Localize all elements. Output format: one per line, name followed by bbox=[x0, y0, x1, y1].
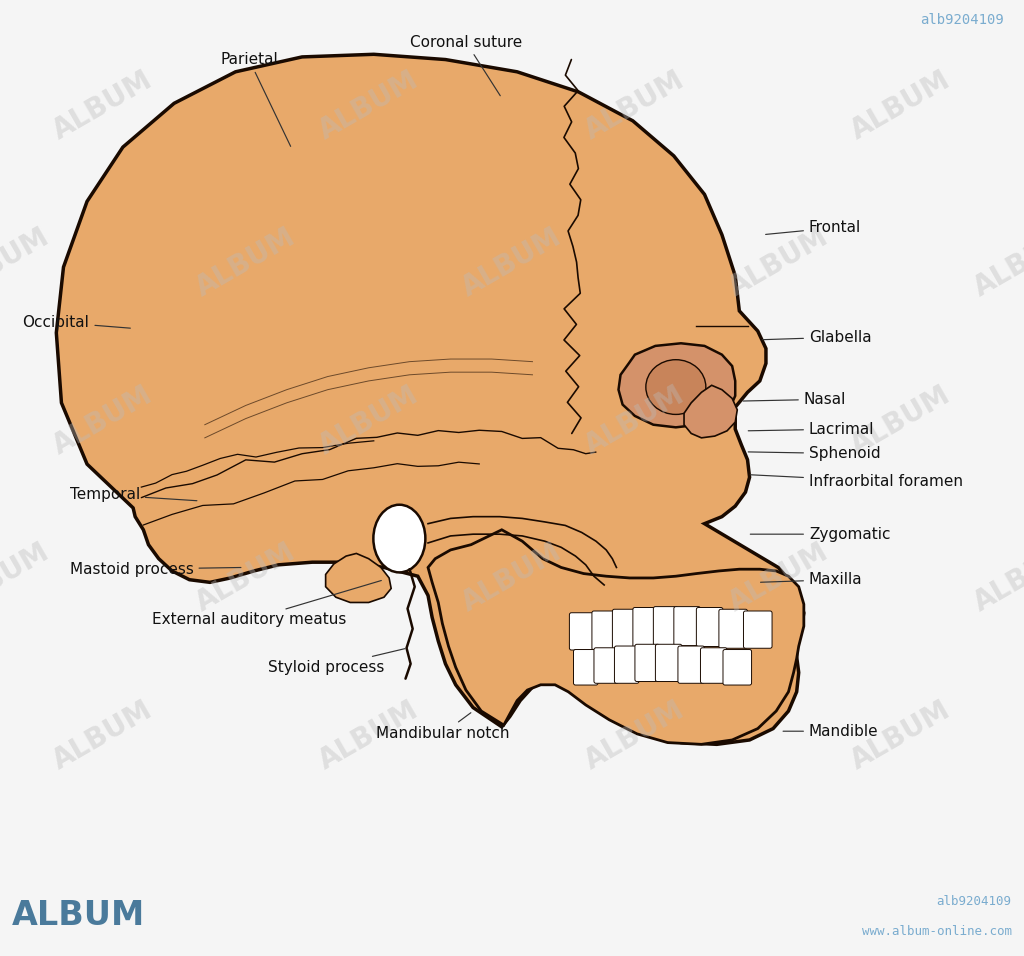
Text: ALBUM: ALBUM bbox=[457, 538, 567, 618]
Text: ALBUM: ALBUM bbox=[580, 65, 690, 144]
Text: Occipital: Occipital bbox=[23, 315, 130, 330]
Text: ALBUM: ALBUM bbox=[457, 223, 567, 302]
Text: ALBUM: ALBUM bbox=[0, 223, 55, 302]
FancyBboxPatch shape bbox=[633, 607, 657, 648]
Text: ALBUM: ALBUM bbox=[190, 223, 301, 302]
Text: Mandible: Mandible bbox=[783, 724, 879, 739]
Text: External auditory meatus: External auditory meatus bbox=[152, 580, 381, 627]
Text: ALBUM: ALBUM bbox=[846, 380, 956, 460]
Text: ALBUM: ALBUM bbox=[12, 900, 145, 932]
Text: Temporal: Temporal bbox=[70, 488, 197, 502]
FancyBboxPatch shape bbox=[743, 611, 772, 648]
Text: Parietal: Parietal bbox=[220, 52, 291, 146]
Polygon shape bbox=[56, 54, 804, 745]
Text: www.album-online.com: www.album-online.com bbox=[862, 925, 1012, 939]
Ellipse shape bbox=[646, 359, 706, 414]
Text: Mandibular notch: Mandibular notch bbox=[376, 713, 509, 741]
FancyBboxPatch shape bbox=[674, 607, 700, 645]
Text: Mastoid process: Mastoid process bbox=[70, 562, 241, 576]
FancyBboxPatch shape bbox=[723, 649, 752, 685]
FancyBboxPatch shape bbox=[700, 648, 727, 684]
Text: ALBUM: ALBUM bbox=[190, 538, 301, 618]
Text: ALBUM: ALBUM bbox=[723, 223, 834, 302]
FancyBboxPatch shape bbox=[655, 644, 682, 682]
FancyBboxPatch shape bbox=[569, 613, 596, 650]
Text: ALBUM: ALBUM bbox=[723, 538, 834, 618]
FancyBboxPatch shape bbox=[719, 609, 748, 648]
Text: ALBUM: ALBUM bbox=[846, 696, 956, 775]
FancyBboxPatch shape bbox=[696, 607, 723, 646]
Text: Lacrimal: Lacrimal bbox=[749, 422, 874, 437]
Text: alb9204109: alb9204109 bbox=[920, 13, 1004, 27]
Polygon shape bbox=[618, 343, 735, 427]
Text: ALBUM: ALBUM bbox=[313, 380, 424, 460]
Polygon shape bbox=[326, 554, 391, 602]
Polygon shape bbox=[684, 385, 737, 438]
FancyBboxPatch shape bbox=[592, 611, 616, 650]
Text: ALBUM: ALBUM bbox=[580, 696, 690, 775]
Text: ALBUM: ALBUM bbox=[846, 65, 956, 144]
FancyBboxPatch shape bbox=[614, 646, 639, 684]
Text: Glabella: Glabella bbox=[763, 330, 871, 345]
Text: ALBUM: ALBUM bbox=[969, 538, 1024, 618]
Text: Styloid process: Styloid process bbox=[268, 649, 404, 675]
Text: ALBUM: ALBUM bbox=[313, 65, 424, 144]
Text: Maxilla: Maxilla bbox=[761, 573, 862, 587]
Text: ALBUM: ALBUM bbox=[313, 696, 424, 775]
Polygon shape bbox=[428, 530, 804, 745]
Text: ALBUM: ALBUM bbox=[969, 223, 1024, 302]
Text: Frontal: Frontal bbox=[766, 220, 861, 235]
Text: Coronal suture: Coronal suture bbox=[410, 34, 522, 96]
FancyBboxPatch shape bbox=[573, 649, 598, 685]
FancyBboxPatch shape bbox=[612, 609, 637, 650]
Text: Nasal: Nasal bbox=[743, 392, 846, 407]
FancyBboxPatch shape bbox=[653, 607, 678, 645]
Text: ALBUM: ALBUM bbox=[580, 380, 690, 460]
FancyBboxPatch shape bbox=[635, 644, 659, 682]
Text: alb9204109: alb9204109 bbox=[937, 895, 1012, 908]
Text: ALBUM: ALBUM bbox=[47, 65, 158, 144]
FancyBboxPatch shape bbox=[594, 648, 618, 684]
Text: Infraorbital foramen: Infraorbital foramen bbox=[751, 474, 963, 489]
Text: Zygomatic: Zygomatic bbox=[751, 527, 891, 542]
Text: ALBUM: ALBUM bbox=[47, 380, 158, 460]
Text: ALBUM: ALBUM bbox=[47, 696, 158, 775]
FancyBboxPatch shape bbox=[678, 646, 705, 684]
Text: Sphenoid: Sphenoid bbox=[749, 446, 881, 461]
Text: ALBUM: ALBUM bbox=[0, 538, 55, 618]
Ellipse shape bbox=[374, 505, 425, 573]
